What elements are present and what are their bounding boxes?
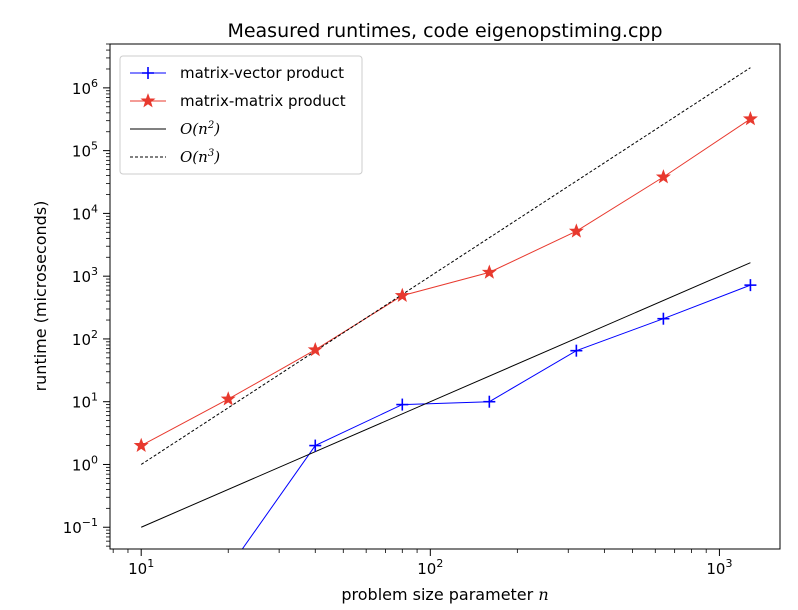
data-point-plus (396, 398, 409, 411)
data-point-star (568, 223, 584, 238)
y-tick-label: 100 (72, 453, 98, 474)
data-point-plus (142, 67, 154, 79)
legend-label-0: matrix-vector product (180, 64, 344, 82)
data-point-plus (570, 344, 583, 357)
data-point-star (140, 93, 156, 108)
data-point-star (394, 287, 410, 302)
y-tick-label: 103 (72, 265, 98, 286)
data-point-plus (657, 312, 670, 325)
x-tick-label: 102 (417, 557, 443, 578)
plot-frame (109, 43, 781, 550)
data-point-star (655, 169, 671, 184)
x-tick-label: 101 (128, 557, 154, 578)
y-axis-label: runtime (microseconds) (31, 201, 50, 392)
series-layer (140, 67, 751, 549)
y-tick-label: 101 (72, 391, 98, 412)
series-line-0 (241, 284, 751, 549)
marker-layer (133, 111, 758, 452)
data-point-star (481, 264, 497, 279)
x-tick-label: 103 (706, 557, 732, 578)
series-line-2 (141, 262, 751, 528)
legend-label-3: O(n3) (180, 148, 220, 166)
chart-title: Measured runtimes, code eigenopstiming.c… (227, 20, 662, 42)
data-point-plus (483, 395, 496, 408)
y-tick-label: 106 (72, 77, 98, 98)
data-point-plus (744, 279, 757, 292)
y-tick-label: 10−1 (63, 516, 98, 537)
series-line-3 (140, 67, 751, 465)
data-point-star (307, 341, 323, 357)
legend: matrix-vector product matrix-matrix produ… (119, 55, 363, 175)
series-line-1 (140, 118, 751, 447)
x-axis: 101 102 103 (112, 549, 732, 578)
legend-label-2: O(n2) (180, 120, 220, 138)
data-point-plus (309, 439, 322, 452)
y-tick-label: 105 (72, 140, 98, 161)
legend-frame (119, 55, 363, 175)
x-axis-label: problem size parameter n (341, 585, 548, 604)
y-axis: 10−1 100 101 102 103 104 105 106 (63, 43, 110, 547)
legend-label-1: matrix-matrix product (180, 92, 346, 110)
data-point-star (133, 437, 149, 452)
data-point-star (220, 391, 236, 406)
y-tick-label: 104 (72, 202, 98, 223)
y-tick-label: 102 (72, 328, 98, 349)
data-point-star (742, 111, 758, 126)
